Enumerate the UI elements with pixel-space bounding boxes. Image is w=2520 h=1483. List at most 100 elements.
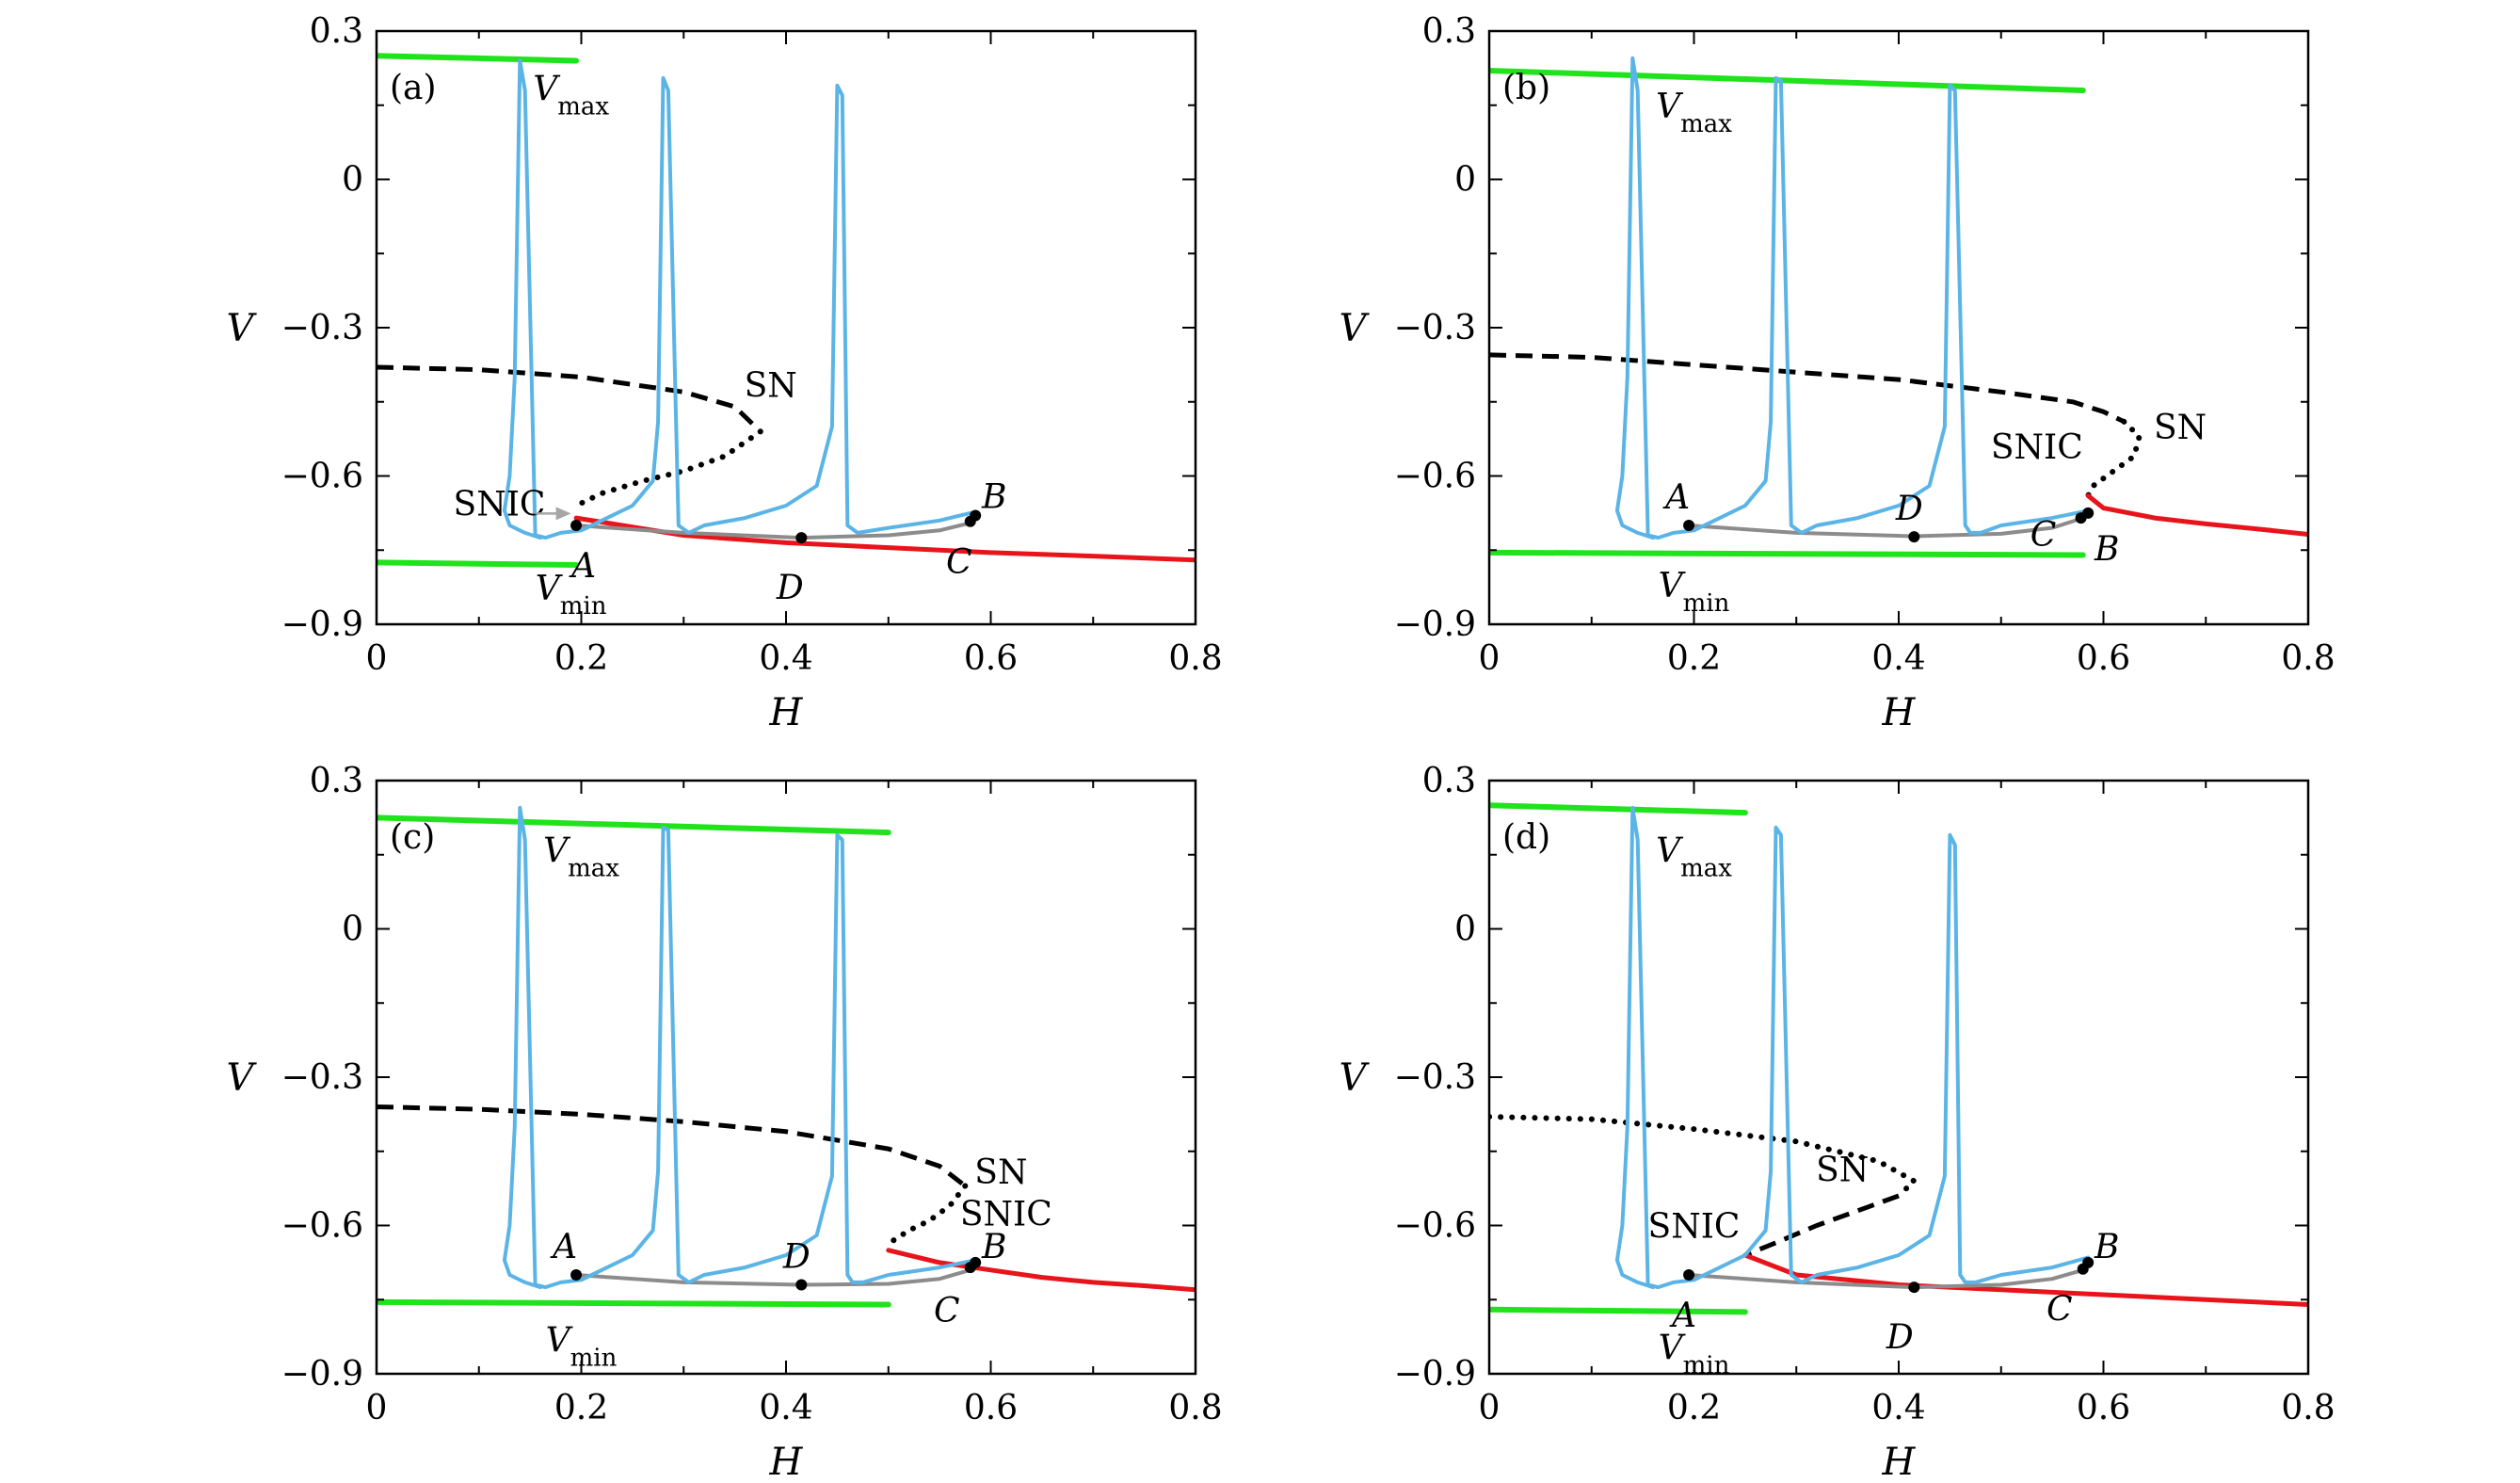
x-axis-label: H: [1882, 691, 1917, 734]
x-axis-label: H: [769, 691, 804, 734]
plot-area: [377, 805, 1196, 1308]
point-C: [2075, 512, 2087, 524]
x-tick-label: 0.6: [964, 639, 1018, 678]
point-D: [795, 532, 808, 544]
x-axis-label: H: [769, 1441, 804, 1483]
annot-v: V: [536, 570, 564, 608]
annot-v: V: [1659, 1329, 1687, 1367]
point-label-D: D: [782, 1238, 811, 1277]
series-slow-orbit: [1687, 1267, 2085, 1290]
annot-subscript: min: [570, 1344, 618, 1372]
y-tick-label: −0.6: [1394, 1207, 1476, 1246]
annot-vmin: Vmin: [1659, 1329, 1730, 1379]
series-stable: [573, 515, 1196, 563]
series-stable: [1742, 1252, 2308, 1307]
annot-sn: SN: [2154, 409, 2207, 447]
point-D: [1908, 531, 1920, 543]
annot-snic: SNIC: [454, 486, 546, 524]
annot-v: V: [1656, 832, 1684, 871]
x-tick-label: 0: [366, 639, 388, 678]
point-D: [795, 1279, 808, 1291]
x-tick-label: 0.2: [1667, 1389, 1721, 1427]
point-C: [964, 515, 976, 527]
point-A: [570, 1269, 583, 1281]
point-label-B: B: [2094, 530, 2119, 569]
x-tick-label: 0.4: [759, 639, 812, 678]
series-unstable-dashed: [377, 1104, 967, 1188]
y-axis-label: V: [1340, 1056, 1371, 1100]
x-tick-label: 0.2: [554, 1389, 608, 1427]
series-vmax: [377, 814, 891, 836]
annot-v: V: [546, 1321, 574, 1360]
panel-tag: (d): [1502, 818, 1550, 857]
panel-b: 0 0.2 0.4 0.6 0.8 0.3 0 −0.3 −0.6 −0.9 H V (b) SN SNIC…: [1340, 12, 2335, 734]
series-slow-orbit: [1687, 516, 2085, 539]
point-label-D: D: [776, 569, 804, 607]
series-trajectory: [1614, 56, 2091, 540]
annot-snic: SNIC: [960, 1196, 1052, 1234]
point-label-D: D: [1886, 1318, 1914, 1357]
y-tick-label: −0.3: [281, 1058, 363, 1097]
point-C: [964, 1262, 976, 1274]
point-label-B: B: [981, 478, 1006, 517]
annot-vmax: Vmax: [533, 71, 609, 121]
x-tick-label: 0.4: [759, 1389, 812, 1427]
y-tick-label: −0.6: [281, 1207, 363, 1246]
annot-v: V: [1659, 567, 1687, 605]
annot-vmax: Vmax: [1656, 832, 1732, 883]
y-tick-label: 0.3: [1422, 12, 1476, 51]
series-trajectory: [502, 58, 972, 540]
point-A: [1683, 1269, 1695, 1281]
x-tick-label: 0.6: [2077, 639, 2130, 678]
panel-d: 0 0.2 0.4 0.6 0.8 0.3 0 −0.3 −0.6 −0.9 H V (d) SN SNIC…: [1340, 762, 2335, 1483]
point-A: [1683, 520, 1695, 531]
annot-v: V: [533, 71, 561, 109]
panel-tag: (a): [390, 69, 437, 107]
annot-vmin: Vmin: [1659, 567, 1730, 618]
y-tick-label: 0: [342, 911, 363, 949]
series-unstable-dashed: [1489, 352, 2126, 425]
point-D: [1908, 1282, 1920, 1294]
x-tick-label: 0.6: [964, 1389, 1018, 1427]
x-tick-label: 0.4: [1871, 1389, 1925, 1427]
point-label-C: C: [2030, 516, 2057, 555]
annot-sn: SN: [745, 367, 797, 406]
annot-subscript: max: [1680, 855, 1732, 883]
y-tick-label: −0.3: [1394, 309, 1476, 347]
y-tick-label: −0.9: [1394, 1355, 1476, 1394]
annot-snic: SNIC: [1991, 428, 2083, 467]
series-vmin: [377, 1298, 891, 1308]
annot-vmax: Vmax: [543, 832, 619, 883]
y-tick-label: 0.3: [310, 12, 363, 51]
x-tick-label: 0.8: [2281, 1389, 2335, 1427]
plot-area: [377, 53, 1196, 568]
annot-vmin: Vmin: [536, 570, 607, 621]
y-tick-label: −0.6: [1394, 458, 1476, 496]
annot-v: V: [543, 832, 571, 871]
annot-vmax: Vmax: [1656, 88, 1732, 138]
annot-sn: SN: [1816, 1151, 1869, 1189]
annot-subscript: min: [560, 592, 607, 621]
y-tick-label: −0.9: [1394, 605, 1476, 644]
series-vmax: [1489, 802, 1748, 816]
y-tick-label: −0.3: [281, 309, 363, 347]
plot-area: [1489, 802, 2308, 1315]
point-label-A: A: [1669, 1297, 1696, 1335]
y-tick-label: −0.3: [1394, 1058, 1476, 1097]
x-tick-label: 0.2: [1667, 639, 1721, 678]
annot-v: V: [1656, 88, 1684, 126]
series-slow-orbit: [574, 521, 972, 540]
series-stable: [2085, 493, 2308, 537]
panel-a: 0 0.2 0.4 0.6 0.8 0.3 0 −0.3 −0.6 −0.9 H V (a) SN SNIC…: [227, 12, 1223, 734]
annot-vmin: Vmin: [546, 1321, 618, 1372]
y-tick-label: 0: [1454, 911, 1476, 949]
annot-snic: SNIC: [1648, 1208, 1741, 1247]
point-label-C: C: [934, 1292, 960, 1330]
series-unstable-dashed: [377, 364, 762, 434]
annot-subscript: max: [1680, 110, 1732, 138]
series-trajectory: [502, 805, 978, 1290]
panel-tag: (c): [390, 818, 435, 857]
point-C: [2077, 1263, 2089, 1275]
series-unstable-dotted: [573, 428, 763, 508]
